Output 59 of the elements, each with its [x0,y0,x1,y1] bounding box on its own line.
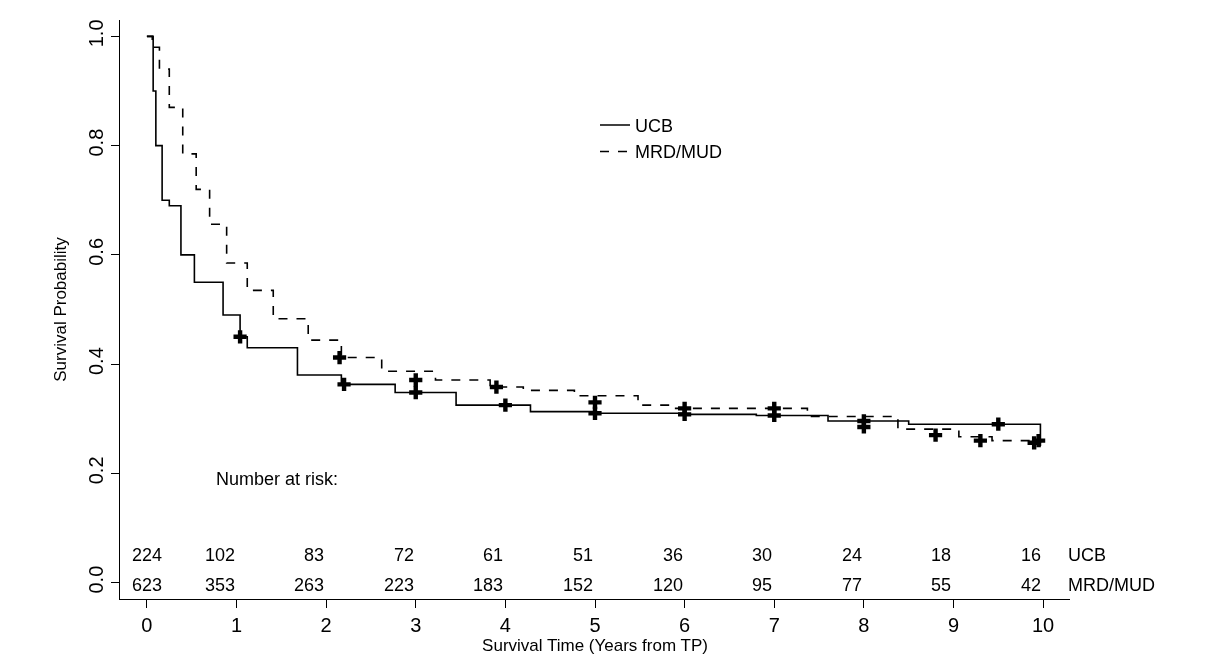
x-tick-label: 3 [410,614,422,636]
annotation: MRD/MUD [1068,575,1155,595]
x-tick-label: 10 [1031,614,1055,636]
x-tick-label: 5 [589,614,601,636]
annotation: 24 [842,545,863,565]
x-tick-label: 1 [230,614,243,636]
point [233,330,247,344]
x-tick-label: 4 [499,614,511,636]
annotation: 102 [205,545,236,565]
point [973,433,987,448]
annotation: 353 [205,575,236,595]
x-tick-label: 2 [320,614,332,636]
annotation: 16 [1021,545,1042,565]
x-axis-title: Survival Time (Years from TP) [482,636,708,656]
point [332,350,347,365]
annotation: 77 [842,575,863,595]
point [489,380,504,394]
x-tick-label: 0 [141,614,153,636]
point [991,417,1005,431]
annotation: 36 [663,545,684,565]
y-tick-label: 0.2 [85,456,107,485]
point [409,373,423,387]
legend-label: MRD/MUD [635,142,722,163]
point [767,401,781,415]
annotation: 120 [653,575,684,595]
annotation: 152 [563,575,594,595]
point [678,401,692,415]
x-tick-label: 8 [858,614,870,636]
y-axis-title: Survival Probability [50,236,70,382]
annotation: 83 [304,545,325,565]
y-tick-label: 0.0 [85,565,107,594]
x-tick-label: 6 [679,614,691,636]
point [588,395,602,409]
point [409,385,423,400]
annotation: 224 [132,545,163,565]
point [928,428,943,442]
annotation: 51 [573,545,594,565]
annotation: 72 [394,545,415,565]
annotation: 223 [384,575,415,595]
annotation: UCB [1068,545,1107,565]
annotation: 61 [483,545,504,565]
annotation: 623 [132,575,163,595]
annotation: 55 [931,575,952,595]
legend-label: UCB [635,116,674,137]
annotation: 95 [752,575,773,595]
y-tick-label: 0.4 [85,347,107,376]
annotation: 18 [931,545,952,565]
annotation: 183 [473,575,504,595]
point [498,398,512,412]
annotation: 30 [752,545,773,565]
annotation: Number at risk: [216,469,339,489]
point [337,377,351,391]
annotation: 263 [294,575,325,595]
y-tick-label: 0.8 [85,128,107,157]
annotation: 42 [1021,575,1042,595]
x-tick-label: 7 [768,614,780,636]
y-tick-label: 0.6 [85,237,107,266]
x-tick-label: 9 [947,614,960,636]
y-tick-label: 1.0 [85,19,107,48]
